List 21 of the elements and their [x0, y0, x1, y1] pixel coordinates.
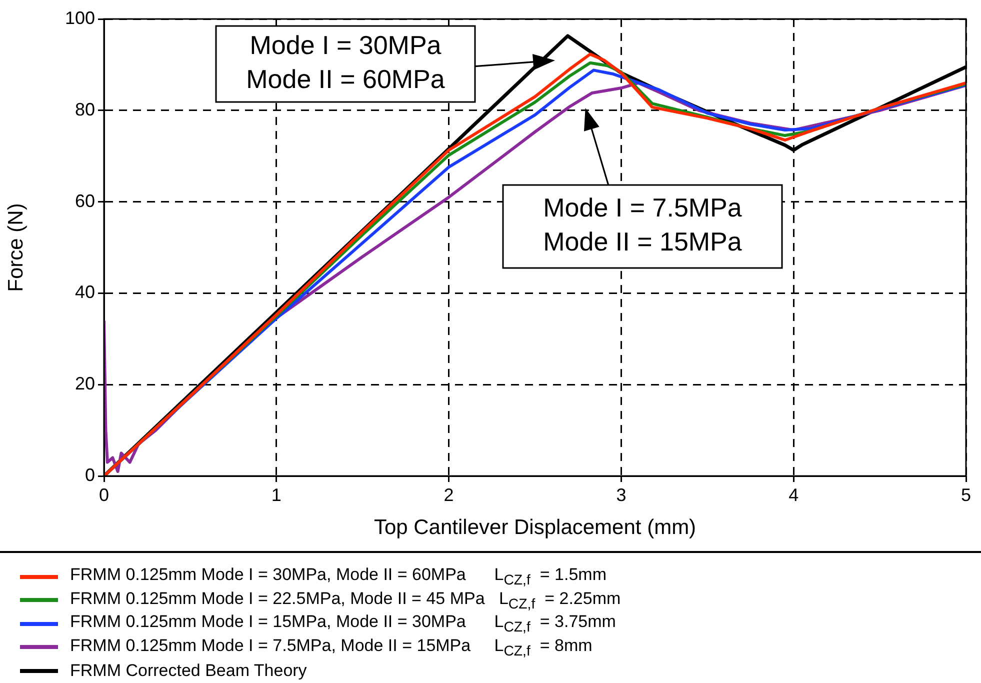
y-tick-label: 100 [64, 8, 95, 28]
legend-label: FRMM 0.125mm Mode I = 30MPa, Mode II = 60MPa L$_{CZ,f}$ = 1.5mm [70, 565, 606, 588]
y-tick-label: 80 [74, 99, 95, 120]
y-tick-label: 40 [74, 282, 95, 302]
legend-label: FRMM Corrected Beam Theory [70, 660, 307, 681]
annotation: Mode I = 7.5MPa Mode II = 15MPa [543, 192, 742, 257]
legend-label: FRMM 0.125mm Mode I = 22.5MPa, Mode II = 45 MPa L$_{CZ,f}$ = 2.25mm [70, 588, 621, 612]
annotation: Mode I = 30MPa Mode II = 60MPa [246, 30, 446, 94]
y-tick-label: 20 [74, 374, 95, 394]
x-tick-label: 4 [788, 484, 799, 505]
x-axis-title: Top Cantilever Displacement (mm) [374, 516, 696, 540]
x-tick-label: 0 [98, 484, 110, 505]
x-tick-label: 1 [271, 484, 282, 505]
x-tick-label: 3 [616, 484, 626, 505]
y-tick-label: 60 [74, 190, 95, 211]
x-tick-label: 5 [960, 484, 972, 505]
y-tick-label: 0 [84, 464, 95, 485]
legend-label: FRMM 0.125mm Mode I = 15MPa, Mode II = 30MPa L$_{CZ,f}$ = 3.75mm [70, 612, 616, 636]
legend-label: FRMM 0.125mm Mode I = 7.5MPa, Mode II = 15MPa L$_{CZ,f}$ = 8mm [70, 636, 592, 659]
x-tick-label: 2 [444, 484, 454, 505]
y-axis-title: Force (N) [4, 203, 28, 292]
